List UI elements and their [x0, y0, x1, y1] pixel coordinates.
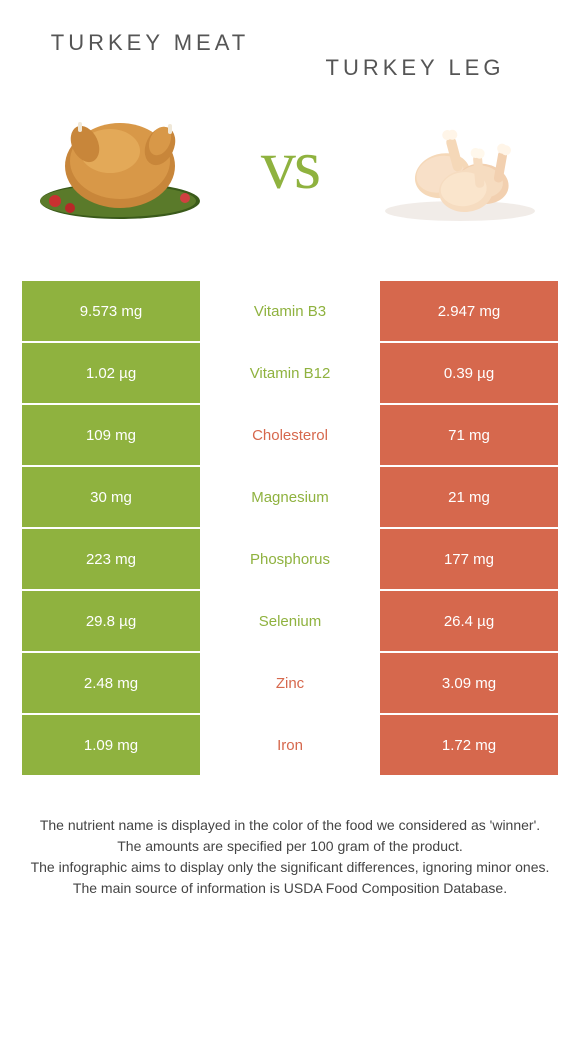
footer-line: The nutrient name is displayed in the co…: [20, 815, 560, 836]
value-left: 30 mg: [22, 467, 200, 527]
value-left: 1.02 µg: [22, 343, 200, 403]
footer-line: The main source of information is USDA F…: [20, 878, 560, 899]
images-row: vs: [0, 91, 580, 261]
nutrient-name: Phosphorus: [200, 529, 380, 589]
table-row: 1.09 mgIron1.72 mg: [22, 715, 558, 775]
table-row: 30 mgMagnesium21 mg: [22, 467, 558, 527]
turkey-meat-image: [30, 101, 210, 231]
nutrient-name: Iron: [200, 715, 380, 775]
nutrient-name: Selenium: [200, 591, 380, 651]
table-row: 9.573 mgVitamin B32.947 mg: [22, 281, 558, 341]
nutrient-name: Vitamin B3: [200, 281, 380, 341]
value-left: 29.8 µg: [22, 591, 200, 651]
value-right: 21 mg: [380, 467, 558, 527]
nutrient-name: Cholesterol: [200, 405, 380, 465]
title-left: TURKEY MEAT: [50, 30, 250, 56]
value-left: 9.573 mg: [22, 281, 200, 341]
value-left: 223 mg: [22, 529, 200, 589]
title-right: TURKEY LEG: [300, 30, 530, 81]
value-right: 3.09 mg: [380, 653, 558, 713]
footer-notes: The nutrient name is displayed in the co…: [20, 815, 560, 899]
table-row: 2.48 mgZinc3.09 mg: [22, 653, 558, 713]
value-right: 71 mg: [380, 405, 558, 465]
footer-line: The amounts are specified per 100 gram o…: [20, 836, 560, 857]
table-row: 109 mgCholesterol71 mg: [22, 405, 558, 465]
table-row: 1.02 µgVitamin B120.39 µg: [22, 343, 558, 403]
turkey-leg-image: [370, 101, 550, 231]
value-right: 177 mg: [380, 529, 558, 589]
value-left: 109 mg: [22, 405, 200, 465]
nutrient-name: Magnesium: [200, 467, 380, 527]
nutrient-name: Zinc: [200, 653, 380, 713]
value-right: 26.4 µg: [380, 591, 558, 651]
table-row: 223 mgPhosphorus177 mg: [22, 529, 558, 589]
footer-line: The infographic aims to display only the…: [20, 857, 560, 878]
value-right: 0.39 µg: [380, 343, 558, 403]
header: TURKEY MEAT TURKEY LEG: [0, 0, 580, 91]
value-left: 2.48 mg: [22, 653, 200, 713]
nutrient-name: Vitamin B12: [200, 343, 380, 403]
value-left: 1.09 mg: [22, 715, 200, 775]
value-right: 1.72 mg: [380, 715, 558, 775]
nutrient-table: 9.573 mgVitamin B32.947 mg1.02 µgVitamin…: [22, 281, 558, 775]
value-right: 2.947 mg: [380, 281, 558, 341]
table-row: 29.8 µgSelenium26.4 µg: [22, 591, 558, 651]
vs-label: vs: [261, 126, 319, 206]
